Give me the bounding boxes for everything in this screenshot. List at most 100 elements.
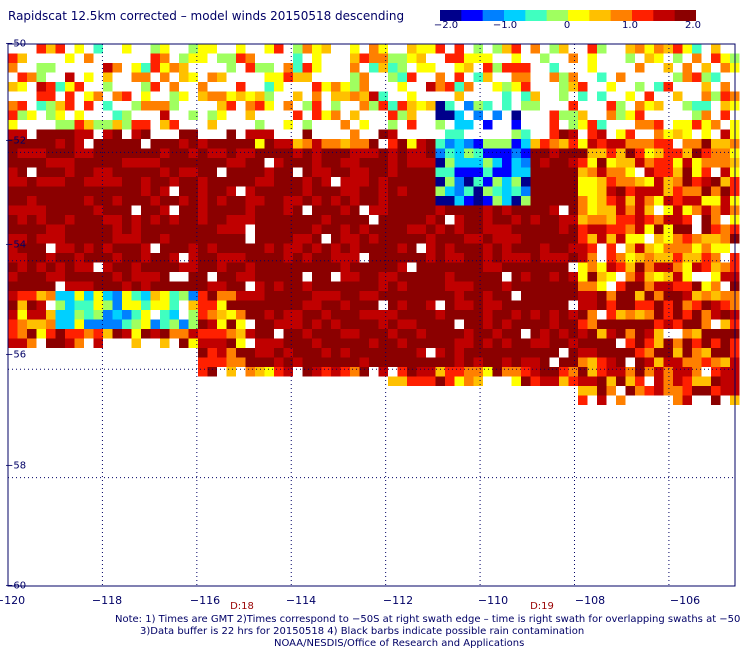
wind-difference-cell	[711, 148, 721, 158]
wind-difference-cell	[720, 205, 730, 215]
wind-difference-cell	[112, 329, 122, 339]
wind-difference-cell	[321, 348, 331, 358]
wind-difference-cell	[359, 367, 369, 377]
wind-difference-cell	[388, 338, 398, 348]
wind-difference-cell	[93, 243, 103, 253]
wind-difference-cell	[198, 253, 208, 263]
colorbar-label: 0	[563, 20, 571, 31]
wind-difference-cell	[274, 262, 284, 272]
wind-difference-cell	[673, 243, 683, 253]
wind-difference-cell	[606, 139, 616, 149]
wind-difference-cell	[160, 329, 170, 339]
wind-difference-cell	[673, 281, 683, 291]
wind-difference-cell	[711, 139, 721, 149]
wind-difference-cell	[312, 158, 322, 168]
wind-difference-cell	[160, 196, 170, 206]
wind-difference-cell	[483, 348, 493, 358]
wind-difference-cell	[616, 253, 626, 263]
wind-difference-cell	[331, 291, 341, 301]
wind-difference-cell	[549, 291, 559, 301]
wind-difference-cell	[625, 148, 635, 158]
wind-difference-cell	[530, 329, 540, 339]
wind-difference-cell	[207, 338, 217, 348]
wind-difference-cell	[17, 72, 27, 82]
wind-difference-cell	[540, 291, 550, 301]
wind-difference-cell	[84, 262, 94, 272]
wind-difference-cell	[511, 205, 521, 215]
wind-difference-cell	[397, 367, 407, 377]
y-tick-label: −56	[5, 349, 27, 361]
wind-difference-cell	[701, 167, 711, 177]
wind-difference-cell	[17, 167, 27, 177]
wind-difference-cell	[635, 319, 645, 329]
wind-difference-cell	[65, 338, 75, 348]
wind-difference-cell	[587, 281, 597, 291]
wind-difference-cell	[464, 319, 474, 329]
wind-difference-cell	[369, 148, 379, 158]
wind-difference-cell	[207, 291, 217, 301]
wind-difference-cell	[207, 281, 217, 291]
wind-difference-cell	[331, 224, 341, 234]
wind-difference-cell	[397, 253, 407, 263]
wind-difference-cell	[540, 243, 550, 253]
wind-difference-cell	[264, 357, 274, 367]
wind-difference-cell	[720, 129, 730, 139]
wind-difference-cell	[407, 348, 417, 358]
wind-difference-cell	[188, 167, 198, 177]
wind-difference-cell	[397, 300, 407, 310]
colorbar-label: −1.0	[492, 20, 518, 31]
wind-difference-cell	[692, 310, 702, 320]
wind-difference-cell	[198, 262, 208, 272]
wind-difference-cell	[568, 376, 578, 386]
wind-difference-cell	[255, 215, 265, 225]
wind-difference-cell	[169, 158, 179, 168]
wind-difference-cell	[141, 329, 151, 339]
wind-difference-cell	[597, 148, 607, 158]
wind-difference-cell	[682, 367, 692, 377]
wind-difference-cell	[635, 367, 645, 377]
wind-difference-cell	[473, 262, 483, 272]
wind-difference-cell	[521, 291, 531, 301]
wind-difference-cell	[606, 376, 616, 386]
wind-difference-cell	[654, 272, 664, 282]
wind-difference-cell	[416, 291, 426, 301]
wind-difference-cell	[549, 177, 559, 187]
wind-difference-cell	[236, 91, 246, 101]
wind-difference-cell	[369, 300, 379, 310]
wind-difference-cell	[274, 300, 284, 310]
wind-difference-cell	[483, 72, 493, 82]
wind-difference-cell	[188, 72, 198, 82]
wind-difference-cell	[502, 234, 512, 244]
wind-difference-cell	[663, 139, 673, 149]
wind-difference-cell	[416, 357, 426, 367]
wind-difference-cell	[255, 205, 265, 215]
wind-difference-cell	[321, 167, 331, 177]
wind-difference-cell	[720, 262, 730, 272]
wind-difference-cell	[321, 177, 331, 187]
wind-difference-cell	[654, 367, 664, 377]
wind-difference-cell	[426, 338, 436, 348]
wind-difference-cell	[160, 148, 170, 158]
wind-difference-cell	[245, 357, 255, 367]
wind-difference-cell	[587, 177, 597, 187]
wind-difference-cell	[103, 186, 113, 196]
wind-difference-cell	[464, 291, 474, 301]
wind-difference-cell	[644, 357, 654, 367]
wind-difference-cell	[521, 148, 531, 158]
wind-difference-cell	[559, 329, 569, 339]
wind-difference-cell	[682, 253, 692, 263]
wind-difference-cell	[435, 243, 445, 253]
wind-difference-cell	[369, 272, 379, 282]
wind-difference-cell	[103, 272, 113, 282]
wind-difference-cell	[578, 82, 588, 92]
wind-difference-cell	[84, 186, 94, 196]
wind-difference-cell	[673, 272, 683, 282]
wind-difference-cell	[17, 338, 27, 348]
wind-difference-cell	[283, 215, 293, 225]
wind-difference-cell	[131, 186, 141, 196]
wind-difference-cell	[426, 319, 436, 329]
wind-difference-cell	[606, 215, 616, 225]
wind-difference-cell	[321, 186, 331, 196]
wind-difference-cell	[435, 158, 445, 168]
wind-difference-cell	[435, 215, 445, 225]
